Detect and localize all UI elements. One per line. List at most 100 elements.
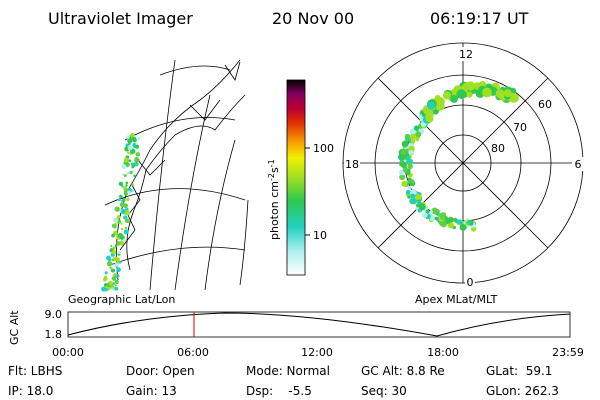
aurora-pixel — [447, 222, 454, 229]
aurora-pixel — [442, 91, 451, 100]
aurora-pixel — [416, 203, 420, 208]
colorbar-tick-label: 100 — [313, 142, 334, 155]
time: 06:19:17 UT — [430, 9, 529, 28]
aurora-pixel — [413, 191, 417, 195]
aurora-pixel — [418, 114, 423, 118]
aurora-pixel — [111, 223, 116, 228]
aurora-pixel — [410, 193, 416, 199]
aurora-pixel — [108, 281, 114, 286]
aurora-pixel — [408, 150, 414, 155]
aurora-pixel — [117, 198, 121, 202]
aurora-pixel — [127, 138, 133, 144]
footer-field: GLon: 262.3 — [486, 384, 559, 398]
aurora-pixel — [429, 210, 433, 214]
aurora-pixel — [407, 177, 412, 182]
panel-label: Geographic Lat/Lon — [68, 293, 175, 306]
aurora-pixel — [113, 263, 118, 268]
polar-aurora — [397, 81, 519, 232]
unit-part: -1 — [267, 159, 276, 167]
footer-field: GLat: 59.1 — [486, 364, 552, 378]
mlt-label: 0 — [467, 276, 474, 289]
aurora-pixel — [425, 114, 434, 123]
time-label: 00:00 — [52, 346, 84, 359]
aurora-pixel — [118, 261, 122, 264]
aurora-pixel — [121, 164, 127, 169]
aurora-pixel — [106, 261, 113, 267]
aurora-pixel — [120, 227, 124, 231]
aurora-pixel — [419, 117, 424, 122]
aurora-pixel — [124, 218, 130, 224]
aurora-pixel — [126, 197, 130, 202]
aurora-pixel — [132, 138, 137, 143]
instrument: Ultraviolet Imager — [48, 9, 193, 28]
aurora-pixel — [401, 180, 408, 187]
aurora-pixel — [457, 219, 463, 225]
footer-field: Flt: LBHS — [8, 364, 62, 378]
aurora-pixel — [115, 273, 120, 278]
aurora-pixel — [450, 95, 459, 103]
aurora-pixel — [405, 189, 411, 195]
aurora-pixel — [129, 170, 133, 175]
aurora-pixel — [439, 213, 447, 220]
aurora-pixel — [122, 238, 126, 242]
aurora-pixel — [433, 208, 440, 215]
aurora-pixel — [122, 198, 126, 202]
aurora-pixel — [112, 282, 116, 285]
aurora-pixel — [127, 190, 131, 195]
aurora-pixel — [110, 268, 115, 273]
aurora-pixel — [125, 184, 128, 187]
aurora-pixel — [133, 174, 136, 177]
aurora-pixel — [114, 286, 119, 291]
aurora-pixel — [399, 162, 403, 167]
aurora-pixel — [413, 125, 420, 131]
colorbar-tick-label: 10 — [313, 229, 327, 242]
aurora-pixel — [427, 101, 436, 110]
aurora-pixel — [125, 181, 129, 185]
aurora-pixel — [400, 149, 407, 156]
label-bg — [465, 275, 475, 288]
aurora-pixel — [131, 165, 135, 169]
aurora-pixel — [111, 276, 117, 281]
date: 20 Nov 00 — [272, 9, 354, 28]
mlat-label: 80 — [491, 142, 505, 155]
aurora-pixel — [117, 261, 120, 264]
aurora-pixel — [113, 218, 118, 223]
aurora-pixel — [135, 142, 138, 146]
aurora-pixel — [117, 250, 121, 254]
footer-field: Seq: 30 — [361, 384, 407, 398]
aurora-pixel — [116, 215, 121, 219]
aurora-pixel — [495, 89, 505, 99]
aurora-pixel — [131, 162, 134, 166]
aurora-pixel — [120, 222, 123, 225]
aurora-pixel — [108, 258, 112, 262]
aurora-pixel — [121, 173, 125, 176]
aurora-pixel — [123, 157, 129, 163]
aurora-pixel — [434, 216, 439, 221]
aurora-pixel — [104, 288, 108, 292]
aurora-pixel — [124, 210, 131, 216]
mlt-label: 12 — [459, 48, 473, 61]
footer-field: IP: 18.0 — [8, 384, 53, 398]
footer-field: Mode: Normal — [246, 364, 330, 378]
aurora-pixel — [410, 179, 415, 184]
aurora-pixel — [114, 284, 117, 287]
time-label: 18:00 — [427, 346, 459, 359]
aurora-pixel — [114, 279, 119, 285]
aurora-pixel — [459, 223, 467, 231]
aurora-pixel — [134, 157, 140, 163]
aurora-pixel — [406, 158, 414, 166]
aurora-pixel — [123, 215, 128, 220]
aurora-pixel — [407, 163, 413, 170]
aurora-pixel — [118, 181, 124, 187]
aurora-pixel — [113, 230, 118, 236]
aurora-pixel — [410, 197, 417, 204]
mlt-label: 18 — [345, 158, 359, 171]
unit-part: photon cm — [268, 181, 281, 240]
time-label: 12:00 — [301, 346, 333, 359]
aurora-pixel — [130, 148, 136, 154]
aurora-pixel — [410, 139, 416, 144]
aurora-pixel — [128, 159, 132, 163]
aurora-pixel — [111, 254, 114, 257]
aurora-pixel — [447, 216, 454, 223]
